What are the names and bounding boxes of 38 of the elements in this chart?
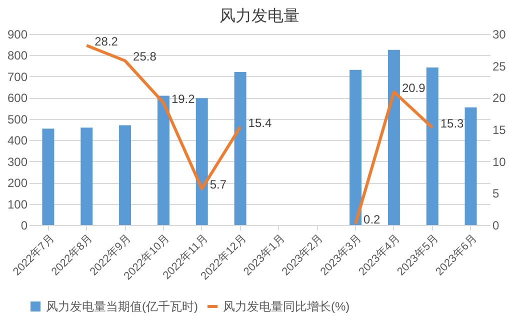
y2-tick-label: 15	[492, 123, 506, 137]
y-tick-label: 700	[7, 70, 28, 84]
data-label: 25.8	[133, 50, 157, 64]
legend-label: 风力发电量当期值(亿千瓦时)	[46, 300, 198, 314]
y-tick-label: 900	[7, 28, 28, 42]
y-tick-label: 0	[20, 218, 28, 232]
bar	[464, 107, 477, 225]
data-label: 15.4	[248, 116, 272, 130]
y-tick-label: 300	[7, 154, 28, 169]
bar	[426, 68, 438, 225]
y2-tick-label: 10	[492, 154, 506, 169]
y-tick-label: 100	[7, 197, 28, 212]
bar	[119, 125, 132, 225]
data-label: 0.2	[364, 212, 381, 227]
y2-tick-label: 25	[492, 59, 506, 74]
bar	[196, 98, 208, 225]
y-tick-label: 400	[7, 134, 28, 148]
bar	[350, 70, 362, 225]
bar	[42, 128, 54, 225]
bar	[80, 128, 93, 225]
y2-tick-label: 30	[492, 28, 506, 42]
y2-tick-label: 5	[492, 186, 500, 201]
y-tick-label: 600	[7, 91, 28, 106]
y2-tick-label: 20	[492, 91, 506, 106]
data-label: 5.7	[210, 178, 227, 192]
bar	[234, 72, 246, 225]
bar	[157, 96, 170, 225]
y-tick-label: 800	[7, 48, 28, 63]
y-tick-label: 200	[7, 176, 28, 190]
data-label: 20.9	[402, 80, 426, 95]
bar	[388, 50, 400, 225]
data-label: 19.2	[171, 92, 196, 106]
data-label: 15.3	[440, 116, 464, 131]
chart-title: 风力发电量	[220, 7, 300, 25]
y-tick-label: 500	[7, 112, 28, 126]
data-label: 28.2	[94, 34, 118, 48]
y2-tick-label: 0	[492, 218, 500, 232]
legend-label: 风力发电量同比增长(%)	[223, 300, 350, 314]
